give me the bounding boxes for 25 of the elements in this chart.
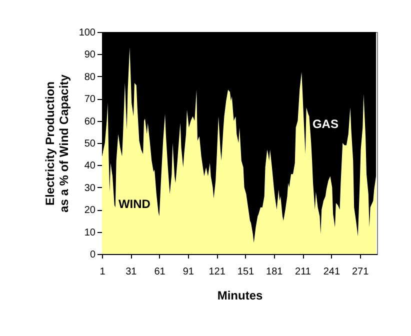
- y-tick-label: 10: [84, 227, 96, 238]
- y-tick-label: 0: [90, 250, 96, 260]
- y-tick-label: 70: [84, 94, 96, 106]
- y-tick-label: 80: [84, 72, 96, 83]
- x-tick-label: 271: [352, 266, 370, 278]
- x-tick-label: 181: [266, 266, 284, 278]
- y-tick-label: 20: [84, 205, 96, 216]
- y-tick-label: 40: [84, 160, 96, 172]
- x-tick-label: 31: [126, 266, 138, 278]
- x-tick-label: 151: [237, 266, 255, 278]
- x-tick-label: 91: [182, 266, 194, 278]
- x-tick-label: 1: [100, 266, 106, 278]
- x-tick-label: 211: [295, 266, 312, 278]
- series-label: WIND: [118, 197, 151, 212]
- y-tick-label: 50: [84, 138, 96, 150]
- y-axis-title: Electricity Production as a % of Wind Capacity: [42, 74, 71, 212]
- x-tick-label: 241: [323, 266, 340, 278]
- y-tick-label: 60: [84, 116, 96, 128]
- y-tick-label: 100: [78, 28, 96, 38]
- x-axis-title: Minutes: [217, 288, 263, 302]
- series-label: GAS: [312, 117, 338, 132]
- y-tick-label: 30: [84, 182, 96, 194]
- x-tick-label: 61: [154, 266, 166, 278]
- x-tick-label: 121: [208, 266, 226, 278]
- y-tick-label: 90: [84, 50, 96, 61]
